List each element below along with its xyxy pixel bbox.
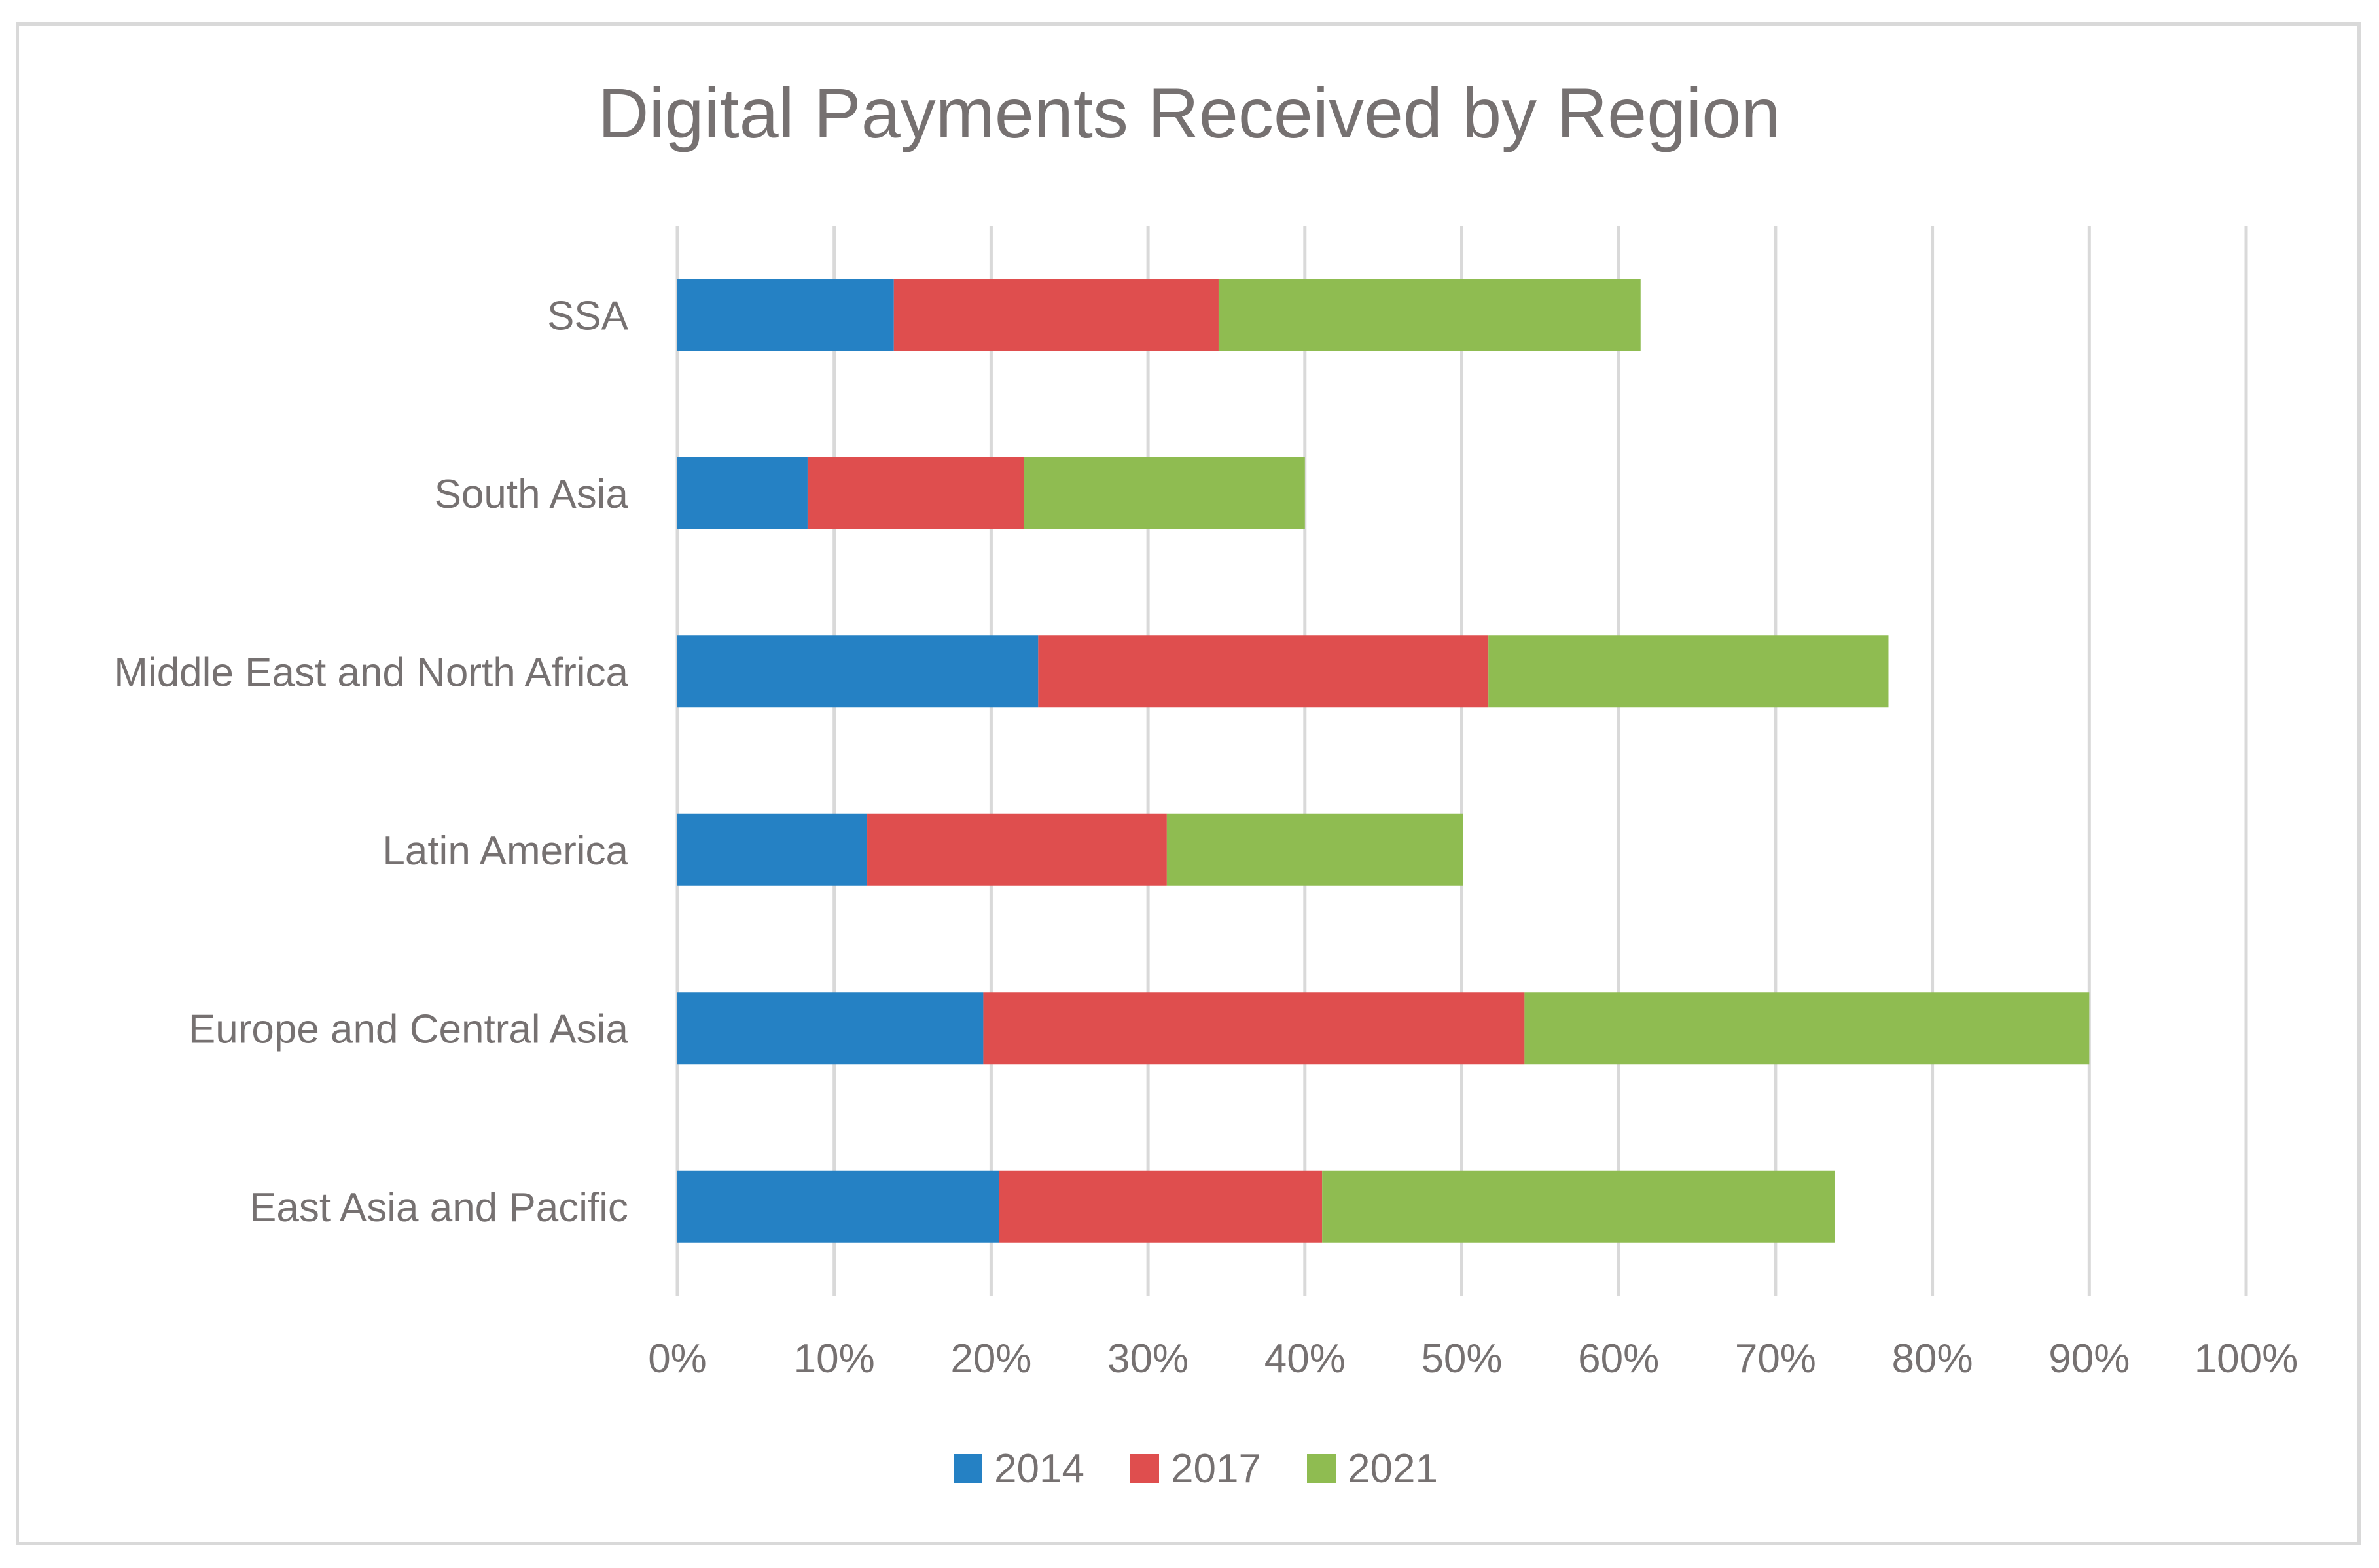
- category-labels: SSA South Asia Middle East and North Afric…: [114, 293, 628, 1230]
- x-tick-label-7: 70%: [1735, 1336, 1816, 1381]
- bars: [677, 279, 2090, 1243]
- x-tick-labels: 0% 10% 20% 30% 40% 50% 60% 70% 80% 90% 100%: [648, 1336, 2298, 1381]
- legend-swatch-2014: [954, 1454, 982, 1483]
- bar-2014-1: [677, 457, 808, 529]
- bar-2014-5: [677, 1170, 999, 1243]
- bar-2021-5: [1322, 1170, 1835, 1243]
- category-label-4: Europe and Central Asia: [188, 1007, 629, 1052]
- category-label-3: Latin America: [382, 829, 628, 874]
- x-tick-label-5: 50%: [1421, 1336, 1502, 1381]
- x-tick-label-3: 30%: [1107, 1336, 1189, 1381]
- x-tick-label-4: 40%: [1264, 1336, 1346, 1381]
- legend: 2014 2017 2021: [954, 1446, 1438, 1491]
- bar-2017-5: [999, 1170, 1323, 1243]
- bar-2017-2: [1038, 635, 1489, 708]
- chart-frame: [16, 22, 2361, 1545]
- bar-2017-3: [867, 813, 1167, 886]
- category-label-5: East Asia and Pacific: [249, 1185, 628, 1230]
- x-tick-label-2: 20%: [950, 1336, 1031, 1381]
- legend-swatch-2021: [1307, 1454, 1336, 1483]
- bar-2014-2: [677, 635, 1039, 708]
- x-tick-label-10: 100%: [2194, 1336, 2299, 1381]
- bar-2021-2: [1488, 635, 1889, 708]
- x-tick-label-6: 60%: [1578, 1336, 1659, 1381]
- legend-swatch-2017: [1130, 1454, 1159, 1483]
- category-label-0: SSA: [547, 293, 629, 338]
- x-tick-label-0: 0%: [648, 1336, 707, 1381]
- bar-2014-3: [677, 813, 868, 886]
- category-label-1: South Asia: [435, 472, 629, 517]
- bar-2021-1: [1024, 457, 1305, 529]
- category-label-2: Middle East and North Africa: [114, 650, 628, 695]
- x-tick-label-9: 90%: [2048, 1336, 2130, 1381]
- legend-label-2017: 2017: [1171, 1446, 1261, 1491]
- legend-label-2021: 2021: [1348, 1446, 1438, 1491]
- x-tick-label-8: 80%: [1892, 1336, 1973, 1381]
- bar-2014-4: [677, 992, 984, 1065]
- bar-2021-4: [1524, 992, 2090, 1065]
- bar-2021-3: [1166, 813, 1463, 886]
- bar-2017-1: [807, 457, 1024, 529]
- chart-title: Digital Payments Received by Region: [598, 73, 1781, 152]
- x-tick-label-1: 10%: [794, 1336, 875, 1381]
- legend-label-2014: 2014: [994, 1446, 1084, 1491]
- bar-2017-4: [983, 992, 1525, 1065]
- bar-2014-0: [677, 279, 894, 351]
- bar-2017-0: [893, 279, 1219, 351]
- bar-2021-0: [1218, 279, 1641, 351]
- gridlines: [675, 226, 2248, 1296]
